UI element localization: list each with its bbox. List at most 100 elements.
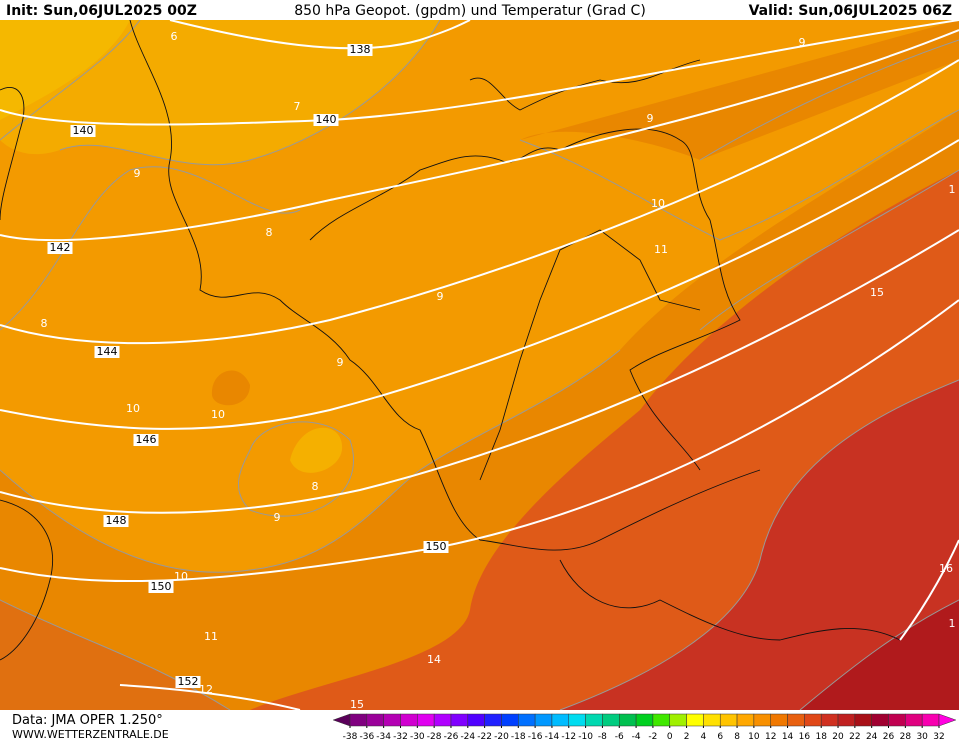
contour-label: 11	[654, 243, 668, 256]
scale-tick-label: -2	[648, 732, 657, 741]
scale-cell	[686, 713, 704, 727]
scale-cell	[585, 713, 603, 727]
scale-tick-label: -6	[615, 732, 624, 741]
scale-cell	[770, 713, 788, 727]
scale-tick-label: 16	[799, 732, 811, 741]
scale-cell	[349, 713, 368, 727]
label-box	[94, 346, 120, 358]
contour-label: 9	[647, 112, 654, 125]
scale-tick-label: -8	[598, 732, 607, 741]
scale-cell	[871, 713, 889, 727]
contour-label: 9	[274, 511, 281, 524]
scale-tick-label: -38	[343, 732, 358, 741]
scale-tick-label: -26	[444, 732, 459, 741]
scale-tick-label: 8	[734, 732, 740, 741]
scale-cell	[888, 713, 906, 727]
scale-cell	[602, 713, 620, 727]
contour-label: 14	[427, 653, 441, 666]
label-box	[175, 676, 201, 688]
contour-label: 150	[426, 540, 447, 553]
scale-tick-label: -28	[427, 732, 442, 741]
scale-cell	[703, 713, 721, 727]
scale-cell	[837, 713, 856, 727]
scale-cell	[787, 713, 805, 727]
scale-tick-label: -22	[477, 732, 492, 741]
scale-cell	[433, 713, 452, 727]
scale-cell	[467, 713, 485, 727]
coastlines-borders	[0, 20, 901, 661]
scale-tick-label: -4	[632, 732, 641, 741]
scale-cell	[652, 713, 670, 727]
temp-field	[0, 600, 230, 710]
scale-cell	[400, 713, 418, 727]
contour-label: 15	[870, 286, 884, 299]
temperature-contours	[0, 20, 959, 710]
scale-tick-label: -14	[545, 732, 560, 741]
scale-tick-label: -20	[494, 732, 509, 741]
scale-tick-label: 2	[684, 732, 690, 741]
contour-label: 9	[134, 167, 141, 180]
label-box	[423, 541, 449, 553]
scale-cell	[518, 713, 536, 727]
header-bar	[0, 0, 959, 20]
contour-label: 10	[211, 408, 225, 421]
map-title: 850 hPa Geopot. (gpdm) und Temperatur (G…	[294, 3, 646, 19]
geopotential-contours	[0, 20, 959, 710]
scale-cell	[820, 713, 839, 727]
label-box	[133, 434, 159, 446]
scale-tick-label: 6	[717, 732, 723, 741]
scale-cell	[905, 713, 923, 727]
init-time: Init: Sun,06JUL2025 00Z	[6, 3, 197, 19]
scale-cell	[534, 713, 553, 727]
site-name: WWW.WETTERZENTRALE.DE	[12, 728, 169, 741]
scale-cell	[619, 713, 637, 727]
contour-label: 140	[73, 124, 94, 137]
scale-cell	[753, 713, 771, 727]
contour-label: 142	[50, 241, 71, 254]
scale-tick-label: 28	[900, 732, 912, 741]
data-source: Data: JMA OPER 1.250°	[12, 713, 163, 728]
scale-tick-label: -12	[561, 732, 576, 741]
scale-tick-label: 24	[866, 732, 878, 741]
scale-tick-label: -24	[460, 732, 475, 741]
contour-label: 6	[171, 30, 178, 43]
label-box	[148, 581, 174, 593]
label-box	[70, 125, 96, 137]
scale-cell	[921, 713, 940, 727]
contour-label: 9	[437, 290, 444, 303]
temp-field	[211, 370, 250, 406]
label-box	[347, 44, 373, 56]
scale-cell	[551, 713, 570, 727]
contour-label: 1	[949, 617, 956, 630]
contour-label: 138	[350, 43, 371, 56]
contour-label: 8	[312, 480, 319, 493]
scale-cell	[719, 713, 738, 727]
scale-tick-label: -36	[359, 732, 374, 741]
scale-tick-label: 18	[815, 732, 827, 741]
scale-cell	[736, 713, 755, 727]
scale-tick-label: -32	[393, 732, 408, 741]
scale-tick-label: 12	[765, 732, 776, 741]
label-box	[47, 242, 73, 254]
scale-cell	[383, 713, 401, 727]
contour-label: 9	[799, 36, 806, 49]
scale-arrow-right	[938, 713, 957, 727]
scale-cell	[366, 713, 384, 727]
label-box	[313, 114, 339, 126]
contour-label: 8	[41, 317, 48, 330]
scale-cell	[568, 713, 586, 727]
scale-cell	[669, 713, 687, 727]
scale-tick-label: 14	[782, 732, 794, 741]
contour-label: 152	[178, 675, 199, 688]
scale-tick-label: 4	[701, 732, 707, 741]
scale-cell	[501, 713, 519, 727]
label-box	[103, 515, 129, 527]
scale-cell	[635, 713, 654, 727]
temp-field	[560, 380, 959, 710]
contour-label: 140	[316, 113, 337, 126]
temp-field	[290, 427, 343, 473]
scale-tick-label: 0	[667, 732, 673, 741]
contour-label: 9	[337, 356, 344, 369]
scale-tick-label: 22	[849, 732, 860, 741]
